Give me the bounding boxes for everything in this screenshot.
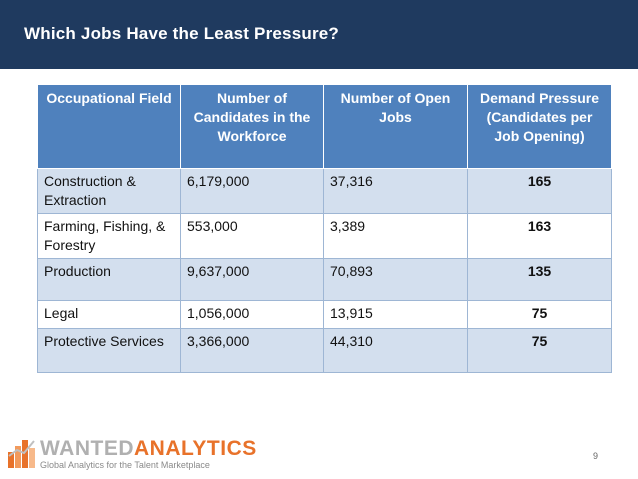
table-header-row: Occupational Field Number of Candidates … — [37, 84, 612, 169]
logo-tagline: Global Analytics for the Talent Marketpl… — [40, 460, 210, 470]
cell-open-jobs: 3,389 — [323, 213, 468, 259]
table-row: Construction & Extraction 6,179,000 37,3… — [37, 168, 612, 214]
logo-wordmark: WANTEDANALYTICS — [40, 437, 257, 460]
header-candidates: Number of Candidates in the Workforce — [180, 84, 324, 169]
header-demand-pressure: Demand Pressure (Candidates per Job Open… — [467, 84, 612, 169]
cell-pressure: 165 — [467, 168, 612, 214]
table-row: Production 9,637,000 70,893 135 — [37, 258, 612, 301]
jobs-pressure-table: Occupational Field Number of Candidates … — [37, 84, 612, 373]
cell-candidates: 9,637,000 — [180, 258, 324, 301]
cell-open-jobs: 44,310 — [323, 328, 468, 373]
cell-field: Construction & Extraction — [37, 168, 181, 214]
cell-open-jobs: 37,316 — [323, 168, 468, 214]
cell-pressure: 75 — [467, 300, 612, 329]
cell-open-jobs: 13,915 — [323, 300, 468, 329]
table-row: Farming, Fishing, & Forestry 553,000 3,3… — [37, 213, 612, 259]
bar-chart-logo-icon — [8, 440, 35, 468]
title-bar: Which Jobs Have the Least Pressure? — [0, 0, 638, 69]
cell-pressure: 75 — [467, 328, 612, 373]
table-row: Protective Services 3,366,000 44,310 75 — [37, 328, 612, 373]
cell-candidates: 553,000 — [180, 213, 324, 259]
cell-field: Protective Services — [37, 328, 181, 373]
cell-open-jobs: 70,893 — [323, 258, 468, 301]
slide-title: Which Jobs Have the Least Pressure? — [24, 24, 339, 43]
cell-pressure: 135 — [467, 258, 612, 301]
cell-pressure: 163 — [467, 213, 612, 259]
wantedanalytics-logo: WANTEDANALYTICS Global Analytics for the… — [8, 436, 256, 472]
header-occupational-field: Occupational Field — [37, 84, 181, 169]
table-row: Legal 1,056,000 13,915 75 — [37, 300, 612, 329]
cell-candidates: 6,179,000 — [180, 168, 324, 214]
cell-field: Legal — [37, 300, 181, 329]
cell-candidates: 1,056,000 — [180, 300, 324, 329]
cell-field: Farming, Fishing, & Forestry — [37, 213, 181, 259]
page-number: 9 — [593, 451, 599, 461]
header-open-jobs: Number of Open Jobs — [323, 84, 468, 169]
cell-field: Production — [37, 258, 181, 301]
cell-candidates: 3,366,000 — [180, 328, 324, 373]
